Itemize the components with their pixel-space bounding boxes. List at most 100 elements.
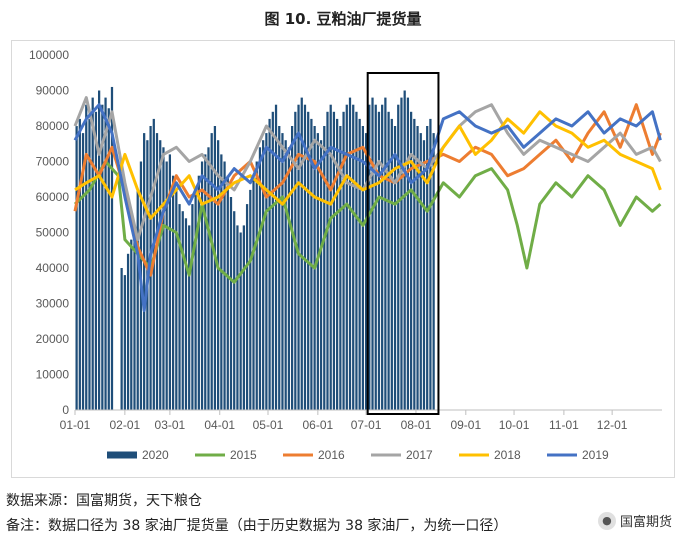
bar-2020: [175, 189, 178, 410]
bar-2020: [249, 189, 252, 410]
bar-2020: [162, 147, 165, 411]
bar-2020: [226, 175, 229, 410]
bar-2020: [262, 140, 265, 410]
bar-2020: [188, 225, 191, 410]
bar-2020: [287, 147, 291, 411]
legend-label-2018: 2018: [494, 448, 521, 462]
bar-2020: [101, 104, 104, 410]
bar-2020: [361, 126, 364, 410]
bar-2020: [290, 126, 294, 410]
watermark: ● 国富期货: [597, 511, 672, 530]
bar-2020: [300, 97, 303, 410]
bar-2020: [419, 133, 422, 410]
bar-2020: [78, 118, 81, 411]
bar-2020: [422, 140, 426, 410]
legend-label-2017: 2017: [406, 448, 433, 462]
y-tick-label: 100000: [29, 48, 69, 62]
bar-2020: [159, 140, 162, 410]
y-tick-label: 0: [62, 403, 69, 417]
line-2019: [73, 103, 662, 313]
bar-2020: [233, 211, 236, 410]
bar-2020: [345, 104, 348, 410]
bar-2020: [126, 253, 130, 410]
y-tick-label: 60000: [36, 190, 70, 204]
bar-2020: [168, 154, 172, 410]
bar-2020: [326, 111, 329, 411]
bar-2020: [104, 97, 107, 410]
x-tick-label: 09-01: [450, 418, 481, 432]
bar-2020: [245, 204, 249, 410]
x-tick-label: 03-01: [155, 418, 186, 432]
bar-2020: [255, 161, 258, 410]
bar-2020: [97, 90, 101, 410]
bar-2020: [204, 154, 207, 410]
bar-2020: [130, 239, 133, 410]
bar-2020: [303, 104, 307, 410]
bar-2020: [265, 133, 268, 410]
bar-2020: [432, 133, 435, 410]
bar-2020: [81, 133, 85, 410]
x-tick-label: 12-01: [597, 418, 628, 432]
bar-2020: [426, 126, 429, 410]
bar-2020: [197, 175, 200, 410]
x-tick-label: 04-01: [204, 418, 235, 432]
bar-2020: [384, 97, 387, 410]
bar-2020: [297, 104, 300, 410]
bar-2020: [191, 204, 194, 410]
x-tick-label: 07-01: [351, 418, 382, 432]
bar-2020: [274, 104, 278, 410]
watermark-text: 国富期货: [619, 515, 672, 530]
bar-2020: [397, 104, 400, 410]
bar-2020: [94, 111, 98, 411]
bar-2020: [409, 111, 413, 411]
bar-2020: [400, 97, 403, 410]
bar-2020: [339, 126, 342, 410]
bar-2020: [252, 175, 255, 410]
y-tick-label: 90000: [36, 84, 70, 98]
highlight-box: [366, 72, 440, 415]
bar-2020: [200, 161, 204, 410]
legend-label-2019: 2019: [582, 448, 609, 462]
bar-2020: [403, 90, 406, 410]
line-2018: [74, 110, 662, 220]
bar-2020: [319, 140, 323, 410]
y-tick-label: 20000: [36, 332, 70, 346]
bar-2020: [184, 218, 188, 410]
bar-2020: [181, 211, 184, 410]
bar-2020: [268, 118, 271, 411]
y-tick-label: 80000: [36, 119, 70, 133]
bar-2020: [165, 161, 168, 410]
bar-2020: [336, 118, 339, 411]
bar-2020: [178, 204, 181, 410]
bar-2020: [155, 133, 159, 410]
bar-2020: [284, 140, 287, 410]
x-tick-label: 06-01: [302, 418, 333, 432]
x-tick-label: 08-01: [401, 418, 432, 432]
bar-2020: [210, 133, 213, 410]
line-2017: [73, 96, 662, 242]
bar-2020: [358, 118, 361, 411]
y-tick-label: 30000: [36, 297, 70, 311]
bar-2020: [381, 104, 384, 410]
bar-2020: [120, 268, 123, 410]
bar-2020: [329, 104, 332, 410]
bar-2020: [258, 147, 262, 411]
bar-2020: [393, 126, 397, 410]
axes-layer: 0 10000 20000 30000 40000 50000 60000 70000 8000…: [29, 48, 662, 432]
bar-2020: [85, 104, 88, 410]
bar-2020: [136, 189, 139, 410]
bar-2020: [133, 232, 136, 410]
bar-2020: [355, 111, 358, 411]
bar-2020: [371, 97, 374, 410]
x-tick-label: 10-01: [499, 418, 530, 432]
legend: 2020 2015 2016 2017 2018 2019: [107, 448, 609, 462]
bar-2020: [194, 189, 197, 410]
bar-2020: [220, 154, 223, 410]
bar-2020: [348, 97, 352, 410]
bar-2020: [377, 111, 381, 411]
bar-2020: [352, 104, 355, 410]
lines-layer: [73, 96, 662, 313]
source-note: 数据来源：国富期货，天下粮仓: [6, 493, 202, 509]
bar-2020: [387, 111, 390, 411]
bar-2020: [281, 133, 284, 410]
